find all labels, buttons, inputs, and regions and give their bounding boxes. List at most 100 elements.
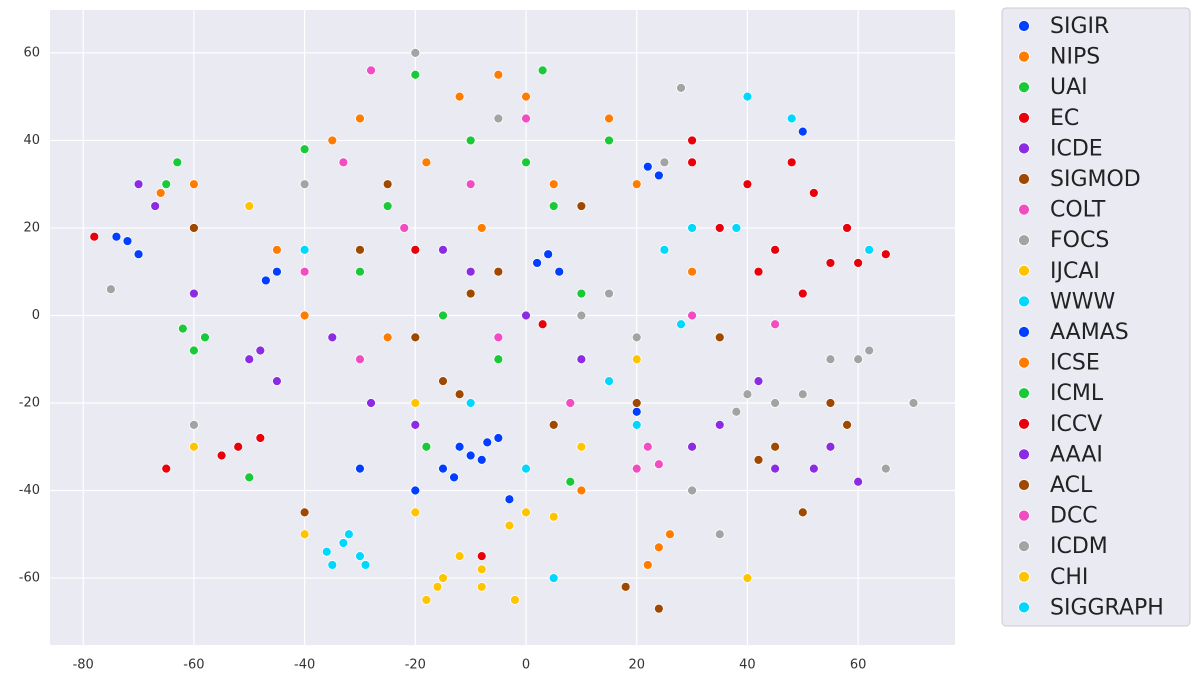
legend-label: AAMAS (1050, 320, 1129, 345)
point (410, 507, 421, 518)
point (449, 472, 459, 483)
point (493, 433, 504, 443)
point (631, 406, 642, 417)
point (742, 389, 753, 400)
legend-marker (1018, 295, 1030, 308)
point (908, 398, 919, 408)
point (576, 354, 587, 365)
point (631, 398, 642, 408)
point (786, 157, 797, 168)
point (576, 441, 587, 452)
point (504, 520, 515, 531)
point (327, 560, 338, 570)
point (493, 113, 504, 124)
x-tick-label: -40 (294, 658, 315, 673)
legend-label: SIGGRAPH (1050, 595, 1164, 620)
point (731, 406, 742, 417)
point (355, 266, 365, 277)
point (410, 485, 421, 496)
plot-area (50, 10, 955, 645)
point (133, 179, 144, 190)
point (355, 113, 365, 124)
point (360, 560, 371, 570)
point (189, 288, 199, 299)
point (338, 538, 349, 548)
legend-label: UAI (1050, 75, 1088, 100)
legend-label: EC (1050, 106, 1079, 131)
point (155, 188, 166, 198)
y-tick-label: 40 (23, 133, 40, 148)
point (410, 419, 421, 430)
legend-marker (1018, 417, 1030, 430)
legend-marker (1018, 326, 1030, 338)
point (770, 463, 781, 474)
point (111, 231, 122, 242)
point (189, 345, 199, 356)
point (133, 249, 144, 260)
y-tick-label: -40 (19, 483, 40, 498)
point (825, 441, 836, 452)
point (604, 135, 614, 146)
point (631, 354, 642, 365)
point (808, 188, 819, 198)
legend-marker (1018, 264, 1030, 277)
legend-label: CHI (1050, 565, 1088, 590)
point (543, 249, 554, 260)
point (421, 157, 432, 168)
point (676, 82, 686, 93)
point (260, 275, 271, 286)
point (742, 573, 753, 583)
point (653, 459, 664, 470)
point (853, 258, 864, 268)
legend-label: DCC (1050, 504, 1098, 529)
point (493, 332, 504, 343)
point (465, 135, 476, 146)
point (521, 310, 531, 321)
point (659, 157, 670, 168)
point (299, 529, 310, 540)
point (410, 244, 421, 255)
point (299, 507, 310, 518)
point (476, 223, 487, 233)
legend-marker (1018, 387, 1030, 400)
legend-marker (1018, 448, 1030, 461)
point (244, 354, 255, 365)
point (548, 201, 559, 211)
point (122, 236, 133, 246)
legend-marker (1018, 50, 1030, 63)
point (565, 398, 576, 408)
point (454, 551, 465, 562)
point (410, 47, 421, 58)
y-tick-label: 60 (23, 45, 40, 60)
point (714, 419, 725, 430)
x-tick-label: -20 (405, 658, 426, 673)
point (189, 419, 199, 430)
point (825, 258, 836, 268)
point (355, 463, 365, 474)
point (853, 476, 864, 487)
point (642, 161, 653, 172)
point (714, 332, 725, 343)
point (631, 332, 642, 343)
point (576, 201, 587, 211)
point (177, 323, 188, 334)
point (576, 485, 587, 496)
point (521, 507, 531, 518)
point (642, 560, 653, 570)
legend-label: WWW (1050, 289, 1116, 314)
point (476, 454, 487, 465)
point (105, 284, 116, 295)
point (548, 573, 559, 583)
point (714, 223, 725, 233)
point (476, 564, 487, 575)
point (665, 529, 675, 540)
point (454, 441, 465, 452)
point (631, 463, 642, 474)
point (382, 332, 393, 343)
point (825, 398, 836, 408)
point (676, 319, 686, 330)
point (576, 310, 587, 321)
point (604, 288, 614, 299)
point (366, 398, 376, 408)
